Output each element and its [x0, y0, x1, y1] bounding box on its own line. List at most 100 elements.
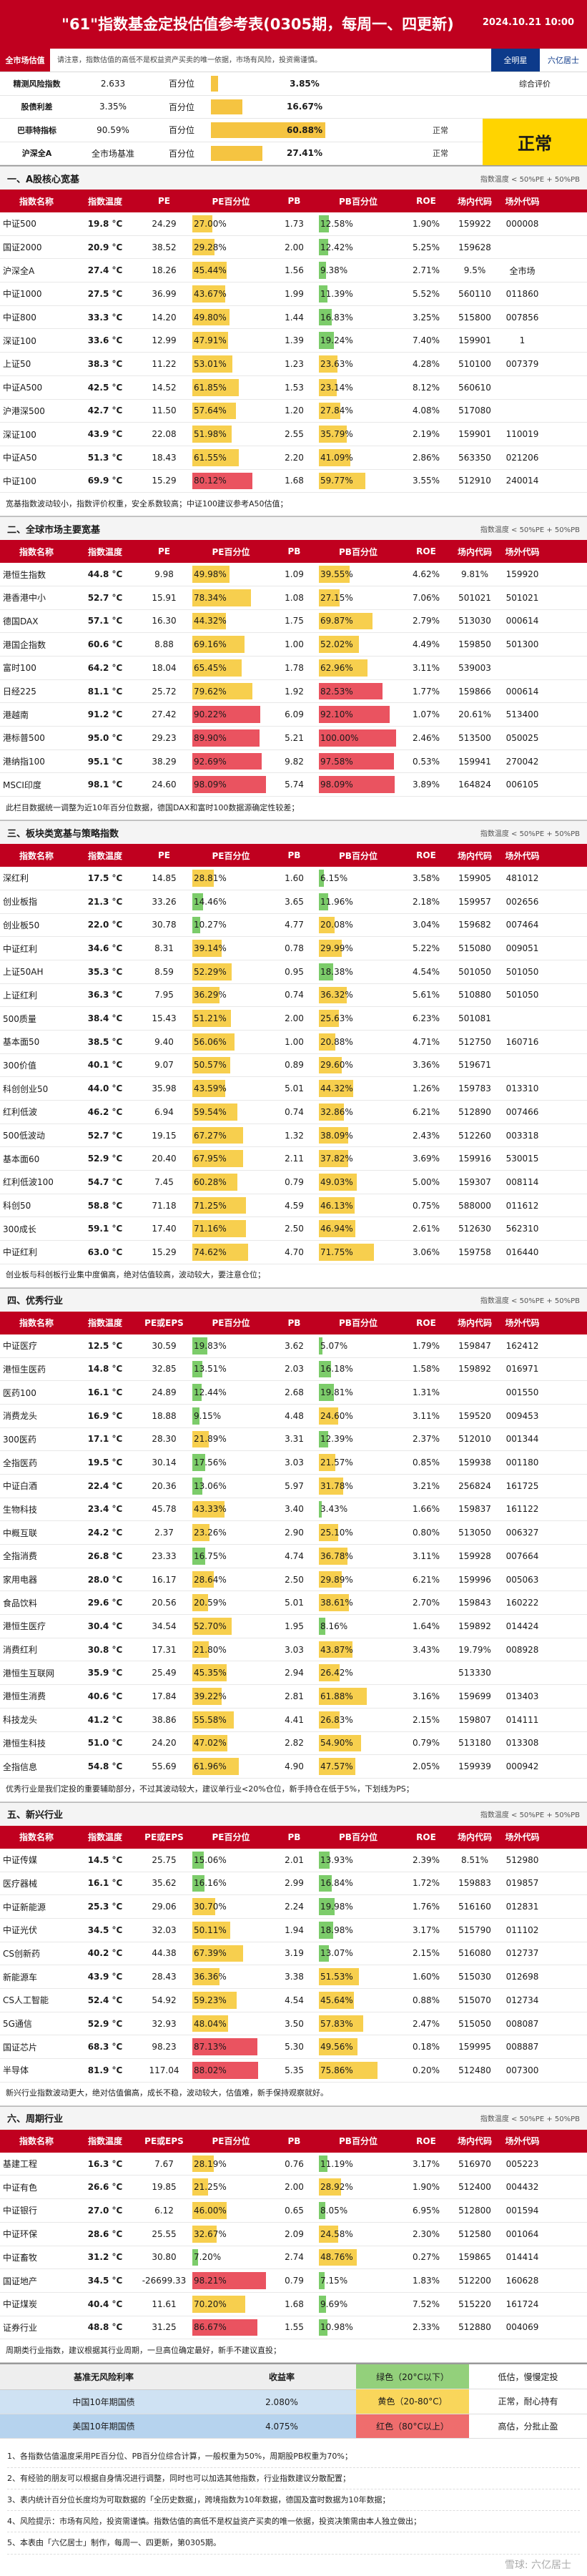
- table-row[interactable]: 深证100 43.9 °C 22.08 51.98% 2.55 35.79% 2.19% 15…: [0, 423, 587, 446]
- index-name[interactable]: 港恒生医药: [3, 1364, 46, 1375]
- table-row[interactable]: 全指信息 54.8 °C 55.69 61.96% 4.90 47.57% 2.05% 159…: [0, 1755, 587, 1779]
- table-row[interactable]: 新能源车 43.9 °C 28.43 36.36% 3.38 51.53% 1.60% 515…: [0, 1965, 587, 1989]
- index-name[interactable]: 港恒生互联网: [3, 1668, 55, 1678]
- index-name[interactable]: 中证500: [3, 219, 36, 230]
- table-row[interactable]: 沪深全A 27.4 °C 18.26 45.44% 1.56 9.38% 2.71% 9.5%…: [0, 259, 587, 283]
- index-name[interactable]: 全指消费: [3, 1551, 38, 1562]
- column-header[interactable]: PB: [287, 850, 301, 861]
- index-name[interactable]: 国证地产: [3, 2276, 38, 2286]
- table-row[interactable]: 中证畜牧 31.2 °C 30.80 7.20% 2.74 48.76% 0.27% 1598…: [0, 2246, 587, 2270]
- index-name[interactable]: 医药100: [3, 1387, 36, 1398]
- table-row[interactable]: 中证传媒 14.5 °C 25.75 15.06% 2.01 13.93% 2.39% 8.5…: [0, 1849, 587, 1872]
- table-row[interactable]: 港恒生医疗 30.4 °C 34.54 52.70% 1.95 8.16% 1.64% 159…: [0, 1615, 587, 1638]
- table-row[interactable]: 港恒生科技 51.0 °C 24.20 47.02% 2.82 54.90% 0.79% 51…: [0, 1732, 587, 1756]
- column-header[interactable]: 场外代码: [505, 2136, 540, 2147]
- column-header[interactable]: 场内代码: [457, 1832, 492, 1843]
- table-row[interactable]: 上证红利 36.3 °C 7.95 36.29% 0.74 36.32% 5.61% 5108…: [0, 984, 587, 1008]
- column-header[interactable]: 场外代码: [505, 546, 540, 557]
- column-header[interactable]: ROE: [416, 546, 436, 557]
- column-header[interactable]: 场内代码: [457, 850, 492, 861]
- column-header[interactable]: 指数名称: [19, 2136, 54, 2147]
- column-header[interactable]: PB: [287, 1832, 301, 1842]
- table-row[interactable]: 港香港中小 52.7 °C 15.91 78.34% 1.08 27.15% 7.06% 50…: [0, 586, 587, 610]
- index-name[interactable]: 红利低波: [3, 1107, 38, 1118]
- index-name[interactable]: 300医药: [3, 1434, 36, 1445]
- table-row[interactable]: 深证100 33.6 °C 12.99 47.91% 1.39 19.24% 7.40% 15…: [0, 329, 587, 353]
- index-name[interactable]: 500低波动: [3, 1131, 45, 1141]
- index-name[interactable]: 中证A50: [3, 453, 37, 463]
- column-header[interactable]: PE百分位: [212, 196, 250, 207]
- table-row[interactable]: 家用电器 28.0 °C 16.17 28.64% 2.50 29.89% 6.21% 159…: [0, 1568, 587, 1592]
- index-name[interactable]: 港恒生医疗: [3, 1621, 46, 1632]
- table-row[interactable]: 证券行业 48.8 °C 31.25 86.67% 1.55 10.98% 2.33% 512…: [0, 2316, 587, 2340]
- index-name[interactable]: CS创新药: [3, 1948, 40, 1959]
- table-row[interactable]: 港恒生指数 44.8 °C 9.98 49.98% 1.09 39.55% 4.62% 9.8…: [0, 563, 587, 586]
- index-name[interactable]: 300价值: [3, 1060, 36, 1071]
- column-header[interactable]: 指数名称: [19, 546, 54, 557]
- index-name[interactable]: 深证100: [3, 335, 36, 346]
- table-row[interactable]: 消费红利 30.8 °C 17.31 21.80% 3.03 43.87% 3.43% 19.…: [0, 1638, 587, 1662]
- column-header[interactable]: PE百分位: [212, 1832, 250, 1843]
- table-row[interactable]: 半导体 81.9 °C 117.04 88.02% 5.35 75.86% 0.20% 512…: [0, 2059, 587, 2083]
- index-name[interactable]: 基本面60: [3, 1154, 40, 1164]
- table-row[interactable]: 创业板50 22.0 °C 30.78 10.27% 4.77 20.08% 3.04% 15…: [0, 914, 587, 938]
- table-row[interactable]: 中证红利 63.0 °C 15.29 74.62% 4.70 71.75% 3.06% 159…: [0, 1241, 587, 1264]
- column-header[interactable]: PE或EPS: [144, 1832, 184, 1843]
- index-name[interactable]: 创业板指: [3, 897, 38, 908]
- table-row[interactable]: 中证红利 34.6 °C 8.31 39.14% 0.78 29.99% 5.22% 5150…: [0, 937, 587, 960]
- index-name[interactable]: 中证煤炭: [3, 2299, 38, 2310]
- index-name[interactable]: 上证50AH: [3, 967, 44, 978]
- column-header[interactable]: 指数温度: [87, 546, 122, 557]
- column-header[interactable]: 指数名称: [19, 1318, 54, 1329]
- column-header[interactable]: 场外代码: [505, 196, 540, 207]
- table-row[interactable]: 中证煤炭 40.4 °C 11.61 70.20% 1.68 9.69% 7.52% 5152…: [0, 2293, 587, 2316]
- index-name[interactable]: 港恒生消费: [3, 1691, 46, 1702]
- table-row[interactable]: 沪港深500 42.7 °C 11.50 57.64% 1.20 27.84% 4.08% 5…: [0, 400, 587, 423]
- index-name[interactable]: 中概互联: [3, 1528, 38, 1538]
- index-name[interactable]: 深证100: [3, 429, 36, 440]
- column-header[interactable]: ROE: [416, 1832, 436, 1842]
- table-row[interactable]: 红利低波100 54.7 °C 7.45 60.28% 0.79 49.03% 5.00% 1…: [0, 1171, 587, 1194]
- table-row[interactable]: 创业板指 21.3 °C 33.26 14.46% 3.65 11.96% 2.18% 159…: [0, 890, 587, 914]
- index-name[interactable]: 500质量: [3, 1013, 36, 1024]
- index-name[interactable]: 中证医疗: [3, 1341, 38, 1352]
- index-name[interactable]: 食品饮料: [3, 1598, 38, 1608]
- index-name[interactable]: 中证畜牧: [3, 2252, 38, 2263]
- index-name[interactable]: 港国企指数: [3, 639, 46, 650]
- column-header[interactable]: PB百分位: [339, 850, 378, 861]
- table-row[interactable]: 中证1000 27.5 °C 36.99 43.67% 1.99 11.39% 5.52% 5…: [0, 282, 587, 306]
- index-name[interactable]: 中证银行: [3, 2206, 38, 2216]
- index-name[interactable]: 港恒生指数: [3, 569, 46, 580]
- table-row[interactable]: 基本面50 38.5 °C 9.40 56.06% 1.00 20.88% 4.71% 512…: [0, 1031, 587, 1054]
- column-header[interactable]: 指数名称: [19, 1832, 54, 1843]
- index-name[interactable]: 中证100: [3, 476, 36, 486]
- index-name[interactable]: 中证光伏: [3, 1925, 38, 1936]
- column-header[interactable]: 场外代码: [505, 1318, 540, 1329]
- column-header[interactable]: PE百分位: [212, 2136, 250, 2147]
- table-row[interactable]: 500低波动 52.7 °C 19.15 67.27% 1.32 38.09% 2.43% 5…: [0, 1124, 587, 1148]
- index-name[interactable]: 港恒生科技: [3, 1738, 46, 1749]
- index-name[interactable]: 港香港中小: [3, 593, 46, 604]
- index-name[interactable]: 科创创业50: [3, 1083, 49, 1094]
- table-row[interactable]: 医药100 16.1 °C 24.89 12.44% 2.68 19.81% 1.31% 00…: [0, 1381, 587, 1405]
- index-name[interactable]: 全指医药: [3, 1457, 38, 1468]
- table-row[interactable]: 国证芯片 68.3 °C 98.23 87.13% 5.30 49.56% 0.18% 159…: [0, 2035, 587, 2060]
- table-row[interactable]: 生物科技 23.4 °C 45.78 43.33% 3.40 3.43% 1.66% 1598…: [0, 1498, 587, 1522]
- index-name[interactable]: 上证50: [3, 359, 31, 370]
- table-row[interactable]: 中证A50 51.3 °C 18.43 61.55% 2.20 41.09% 2.86% 56…: [0, 446, 587, 470]
- column-header[interactable]: PB: [287, 2135, 301, 2146]
- column-header[interactable]: PE百分位: [212, 1318, 250, 1329]
- index-name[interactable]: 上证红利: [3, 990, 38, 1001]
- column-header[interactable]: ROE: [416, 2135, 436, 2146]
- table-row[interactable]: 中证银行 27.0 °C 6.12 46.00% 0.65 8.05% 6.95% 51280…: [0, 2199, 587, 2223]
- index-name[interactable]: 中证红利: [3, 943, 38, 954]
- table-row[interactable]: 德国DAX 57.1 °C 16.30 44.32% 1.75 69.87% 2.79% 51…: [0, 610, 587, 634]
- table-row[interactable]: CS创新药 40.2 °C 44.38 67.39% 3.19 13.07% 2.15% 51…: [0, 1942, 587, 1966]
- index-name[interactable]: 港纳指100: [3, 757, 45, 767]
- index-name[interactable]: 300成长: [3, 1224, 36, 1234]
- column-header[interactable]: PE或EPS: [144, 2136, 184, 2147]
- table-row[interactable]: 300成长 59.1 °C 17.40 71.16% 2.50 46.94% 2.61% 51…: [0, 1217, 587, 1242]
- column-header[interactable]: PB: [287, 546, 301, 557]
- index-name[interactable]: 半导体: [3, 2065, 29, 2076]
- table-row[interactable]: 中证800 33.3 °C 14.20 49.80% 1.44 16.83% 3.25% 51…: [0, 306, 587, 330]
